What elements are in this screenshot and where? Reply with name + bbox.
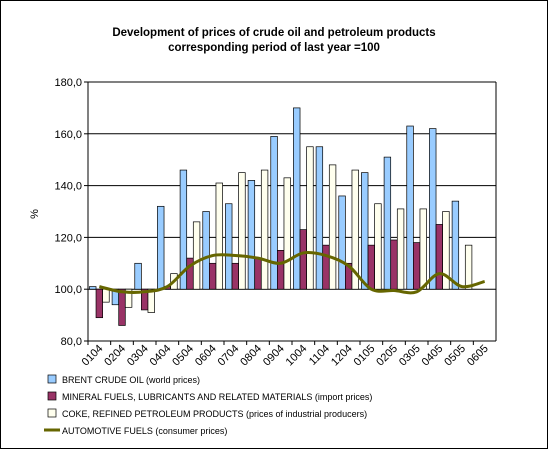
legend-label: AUTOMOTIVE FUELS (consumer prices) — [62, 426, 227, 436]
bar — [413, 242, 421, 290]
bar — [429, 128, 437, 290]
chart-title-block: Development of prices of crude oil and p… — [0, 26, 548, 56]
bar — [442, 211, 450, 290]
x-tick-label: 0704 — [216, 343, 242, 369]
y-tick-label: 160,0 — [54, 129, 82, 141]
y-tick-label: 100,0 — [54, 284, 82, 296]
bar — [231, 262, 239, 290]
plot-background — [88, 82, 496, 341]
x-tick-label: 1104 — [307, 343, 332, 368]
bar — [225, 203, 233, 290]
x-tick-label: 0804 — [238, 343, 264, 369]
bar — [306, 146, 314, 290]
bar — [351, 169, 359, 290]
x-tick-label: 0104 — [80, 343, 106, 369]
x-tick-label: 0405 — [420, 343, 446, 369]
bar — [374, 203, 382, 290]
bar — [124, 288, 133, 308]
legend: BRENT CRUDE OIL (world prices) MINERAL FU… — [44, 374, 372, 436]
x-tick-label: 0904 — [261, 343, 287, 369]
x-tick-label: 0305 — [397, 343, 423, 369]
bar — [95, 288, 103, 319]
bar — [406, 125, 414, 290]
x-tick-label: 0605 — [465, 343, 491, 369]
x-tick-label: 0105 — [352, 343, 378, 369]
bar — [147, 288, 155, 313]
plot-area: 80,0100,0120,0140,0160,0180,001040204030… — [54, 77, 497, 369]
bar — [277, 250, 285, 290]
x-tick-label: 1004 — [284, 343, 310, 369]
bar — [102, 288, 110, 303]
legend-label: COKE, REFINED PETROLEUM PRODUCTS (prices… — [62, 409, 367, 419]
y-tick-label: 180,0 — [54, 77, 82, 89]
bar — [361, 172, 369, 290]
bar — [89, 286, 97, 290]
bar — [238, 172, 246, 290]
bar — [270, 136, 278, 290]
bar — [283, 177, 291, 290]
bar — [254, 257, 262, 290]
bar — [260, 169, 269, 290]
x-tick-label: 0404 — [148, 343, 174, 369]
bar — [209, 262, 217, 290]
legend-swatch — [47, 391, 57, 401]
x-tick-label: 1204 — [329, 343, 355, 369]
x-tick-label: 0205 — [374, 343, 400, 369]
bar — [315, 146, 324, 290]
bar — [396, 208, 405, 290]
y-tick-label: 120,0 — [54, 232, 82, 244]
bar — [202, 211, 210, 290]
bar — [134, 262, 142, 290]
legend-swatch — [47, 374, 57, 384]
chart-title: Development of prices of crude oil and p… — [112, 27, 436, 39]
bar — [338, 195, 346, 290]
bar — [322, 244, 330, 290]
bar — [435, 224, 443, 290]
x-tick-label: 0304 — [125, 343, 151, 369]
y-tick-label: 140,0 — [54, 181, 82, 193]
bar — [157, 205, 165, 290]
bar — [215, 182, 223, 290]
bar — [367, 244, 375, 290]
bar — [118, 288, 126, 326]
x-tick-label: 0604 — [193, 343, 219, 369]
bar — [179, 169, 188, 290]
y-axis-label: % — [29, 209, 41, 219]
y-tick-label: 80,0 — [61, 336, 82, 348]
x-tick-label: 0204 — [102, 343, 128, 369]
bar — [464, 244, 473, 290]
chart-subtitle: corresponding period of last year =100 — [168, 42, 380, 54]
x-tick-label: 0505 — [442, 343, 468, 369]
bar — [328, 164, 337, 290]
bar — [299, 229, 307, 290]
bar — [293, 107, 301, 290]
bar — [419, 208, 427, 290]
legend-label: BRENT CRUDE OIL (world prices) — [62, 375, 200, 385]
line-series — [98, 250, 486, 295]
x-tick-label: 0504 — [170, 343, 196, 369]
bar — [451, 200, 460, 290]
legend-swatch — [47, 408, 57, 418]
bar — [192, 221, 201, 290]
bar — [247, 180, 256, 290]
legend-label: MINERAL FUELS, LUBRICANTS AND RELATED MA… — [62, 392, 372, 402]
bar — [390, 239, 398, 290]
bar — [383, 156, 392, 290]
